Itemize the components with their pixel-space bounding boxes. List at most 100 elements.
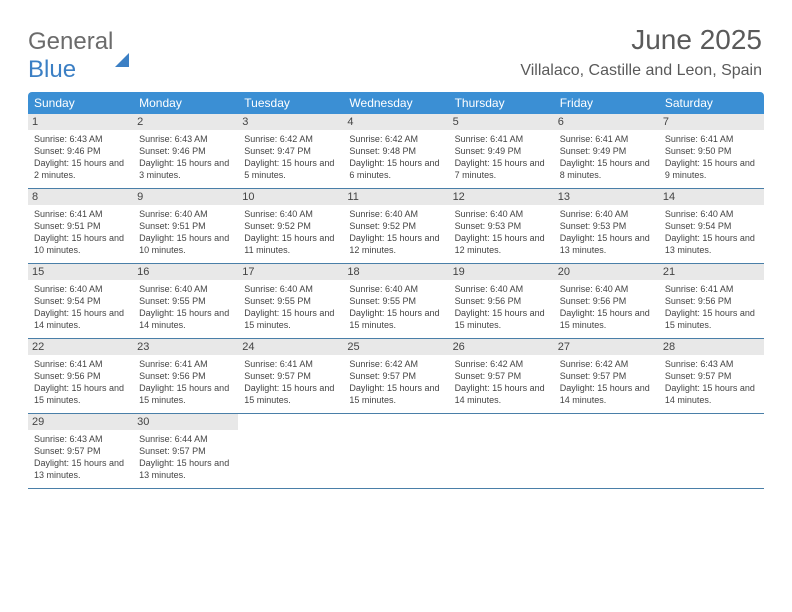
day-info: Sunrise: 6:41 AMSunset: 9:56 PMDaylight:…	[139, 358, 232, 407]
calendar-header-row: SundayMondayTuesdayWednesdayThursdayFrid…	[28, 92, 764, 114]
day-cell: 21 Sunrise: 6:41 AMSunset: 9:56 PMDayligh…	[659, 264, 764, 338]
day-number: 14	[659, 189, 764, 205]
logo-triangle-icon	[115, 36, 129, 67]
day-cell: 25 Sunrise: 6:42 AMSunset: 9:57 PMDayligh…	[343, 339, 448, 413]
day-number: 25	[343, 339, 448, 355]
day-cell: 14Sunrise: 6:40 AMSunset: 9:54 PMDayligh…	[659, 189, 764, 263]
week-row: 8 Sunrise: 6:41 AMSunset: 9:51 PMDaylight…	[28, 189, 764, 264]
day-info: Sunrise: 6:40 AMSunset: 9:51 PMDaylight:…	[139, 208, 232, 257]
day-info: Sunrise: 6:41 AMSunset: 9:50 PMDaylight:…	[665, 133, 758, 182]
day-info: Sunrise: 6:40 AMSunset: 9:53 PMDaylight:…	[455, 208, 548, 257]
day-number: 4	[343, 114, 448, 130]
logo-text-general: General	[28, 28, 113, 55]
day-cell: 18 Sunrise: 6:40 AMSunset: 9:55 PMDayligh…	[343, 264, 448, 338]
week-row: 1 Sunrise: 6:43 AMSunset: 9:46 PMDaylight…	[28, 114, 764, 189]
day-cell: 17 Sunrise: 6:40 AMSunset: 9:55 PMDayligh…	[238, 264, 343, 338]
day-cell	[238, 414, 343, 488]
day-cell: 3Sunrise: 6:42 AMSunset: 9:47 PMDaylight…	[238, 114, 343, 188]
page-header: June 2025 Villalaco, Castille and Leon, …	[520, 24, 762, 80]
day-cell: 2 Sunrise: 6:43 AMSunset: 9:46 PMDaylight…	[133, 114, 238, 188]
day-cell	[343, 414, 448, 488]
day-number: 21	[659, 264, 764, 280]
day-number: 8	[28, 189, 133, 205]
dayname-wednesday: Wednesday	[343, 92, 448, 114]
day-cell: 29 Sunrise: 6:43 AMSunset: 9:57 PMDayligh…	[28, 414, 133, 488]
calendar-grid: SundayMondayTuesdayWednesdayThursdayFrid…	[28, 92, 764, 489]
day-number: 24	[238, 339, 343, 355]
dayname-thursday: Thursday	[449, 92, 554, 114]
day-cell: 26 Sunrise: 6:42 AMSunset: 9:57 PMDayligh…	[449, 339, 554, 413]
day-number: 5	[449, 114, 554, 130]
page-subtitle: Villalaco, Castille and Leon, Spain	[520, 62, 762, 80]
dayname-tuesday: Tuesday	[238, 92, 343, 114]
day-number: 18	[343, 264, 448, 280]
day-info: Sunrise: 6:40 AMSunset: 9:54 PMDaylight:…	[34, 283, 127, 332]
day-info: Sunrise: 6:43 AMSunset: 9:46 PMDaylight:…	[139, 133, 232, 182]
day-cell: 6Sunrise: 6:41 AMSunset: 9:49 PMDaylight…	[554, 114, 659, 188]
day-info: Sunrise: 6:40 AMSunset: 9:55 PMDaylight:…	[244, 283, 337, 332]
day-number: 23	[133, 339, 238, 355]
day-cell: 28Sunrise: 6:43 AMSunset: 9:57 PMDayligh…	[659, 339, 764, 413]
day-number: 20	[554, 264, 659, 280]
day-number: 11	[343, 189, 448, 205]
day-number: 27	[554, 339, 659, 355]
logo-text: General Blue	[28, 28, 129, 84]
week-row: 22 Sunrise: 6:41 AMSunset: 9:56 PMDayligh…	[28, 339, 764, 414]
day-number: 2	[133, 114, 238, 130]
day-number: 7	[659, 114, 764, 130]
day-cell: 19 Sunrise: 6:40 AMSunset: 9:56 PMDayligh…	[449, 264, 554, 338]
day-info: Sunrise: 6:40 AMSunset: 9:56 PMDaylight:…	[560, 283, 653, 332]
week-row: 29 Sunrise: 6:43 AMSunset: 9:57 PMDayligh…	[28, 414, 764, 489]
day-info: Sunrise: 6:40 AMSunset: 9:52 PMDaylight:…	[244, 208, 337, 257]
day-cell: 5 Sunrise: 6:41 AMSunset: 9:49 PMDaylight…	[449, 114, 554, 188]
day-number: 26	[449, 339, 554, 355]
day-cell: 20 Sunrise: 6:40 AMSunset: 9:56 PMDayligh…	[554, 264, 659, 338]
day-cell: 15Sunrise: 6:40 AMSunset: 9:54 PMDayligh…	[28, 264, 133, 338]
day-cell: 30Sunrise: 6:44 AMSunset: 9:57 PMDayligh…	[133, 414, 238, 488]
day-info: Sunrise: 6:44 AMSunset: 9:57 PMDaylight:…	[139, 433, 232, 482]
day-cell: 4 Sunrise: 6:42 AMSunset: 9:48 PMDaylight…	[343, 114, 448, 188]
day-info: Sunrise: 6:41 AMSunset: 9:51 PMDaylight:…	[34, 208, 127, 257]
week-row: 15Sunrise: 6:40 AMSunset: 9:54 PMDayligh…	[28, 264, 764, 339]
day-cell: 9 Sunrise: 6:40 AMSunset: 9:51 PMDaylight…	[133, 189, 238, 263]
day-number: 13	[554, 189, 659, 205]
dayname-sunday: Sunday	[28, 92, 133, 114]
day-cell: 11 Sunrise: 6:40 AMSunset: 9:52 PMDayligh…	[343, 189, 448, 263]
day-cell: 16 Sunrise: 6:40 AMSunset: 9:55 PMDayligh…	[133, 264, 238, 338]
day-number: 29	[28, 414, 133, 430]
day-info: Sunrise: 6:41 AMSunset: 9:49 PMDaylight:…	[455, 133, 548, 182]
day-info: Sunrise: 6:40 AMSunset: 9:55 PMDaylight:…	[349, 283, 442, 332]
day-number: 22	[28, 339, 133, 355]
day-info: Sunrise: 6:42 AMSunset: 9:57 PMDaylight:…	[349, 358, 442, 407]
logo: General Blue	[28, 28, 129, 84]
day-info: Sunrise: 6:43 AMSunset: 9:46 PMDaylight:…	[34, 133, 127, 182]
day-number: 17	[238, 264, 343, 280]
page-title: June 2025	[520, 24, 762, 56]
day-cell: 23 Sunrise: 6:41 AMSunset: 9:56 PMDayligh…	[133, 339, 238, 413]
day-number: 10	[238, 189, 343, 205]
day-cell: 27 Sunrise: 6:42 AMSunset: 9:57 PMDayligh…	[554, 339, 659, 413]
day-cell	[659, 414, 764, 488]
day-info: Sunrise: 6:40 AMSunset: 9:52 PMDaylight:…	[349, 208, 442, 257]
day-number: 19	[449, 264, 554, 280]
day-cell: 12Sunrise: 6:40 AMSunset: 9:53 PMDayligh…	[449, 189, 554, 263]
logo-text-blue: Blue	[28, 56, 76, 83]
day-cell	[554, 414, 659, 488]
day-info: Sunrise: 6:40 AMSunset: 9:56 PMDaylight:…	[455, 283, 548, 332]
day-info: Sunrise: 6:40 AMSunset: 9:55 PMDaylight:…	[139, 283, 232, 332]
day-cell: 7 Sunrise: 6:41 AMSunset: 9:50 PMDaylight…	[659, 114, 764, 188]
day-info: Sunrise: 6:41 AMSunset: 9:56 PMDaylight:…	[665, 283, 758, 332]
day-cell: 1 Sunrise: 6:43 AMSunset: 9:46 PMDaylight…	[28, 114, 133, 188]
day-info: Sunrise: 6:40 AMSunset: 9:53 PMDaylight:…	[560, 208, 653, 257]
day-number: 16	[133, 264, 238, 280]
day-info: Sunrise: 6:42 AMSunset: 9:57 PMDaylight:…	[455, 358, 548, 407]
day-info: Sunrise: 6:41 AMSunset: 9:49 PMDaylight:…	[560, 133, 653, 182]
day-number: 1	[28, 114, 133, 130]
day-info: Sunrise: 6:42 AMSunset: 9:48 PMDaylight:…	[349, 133, 442, 182]
day-info: Sunrise: 6:42 AMSunset: 9:57 PMDaylight:…	[560, 358, 653, 407]
day-info: Sunrise: 6:43 AMSunset: 9:57 PMDaylight:…	[34, 433, 127, 482]
day-number: 9	[133, 189, 238, 205]
dayname-saturday: Saturday	[659, 92, 764, 114]
day-number: 28	[659, 339, 764, 355]
day-info: Sunrise: 6:41 AMSunset: 9:56 PMDaylight:…	[34, 358, 127, 407]
